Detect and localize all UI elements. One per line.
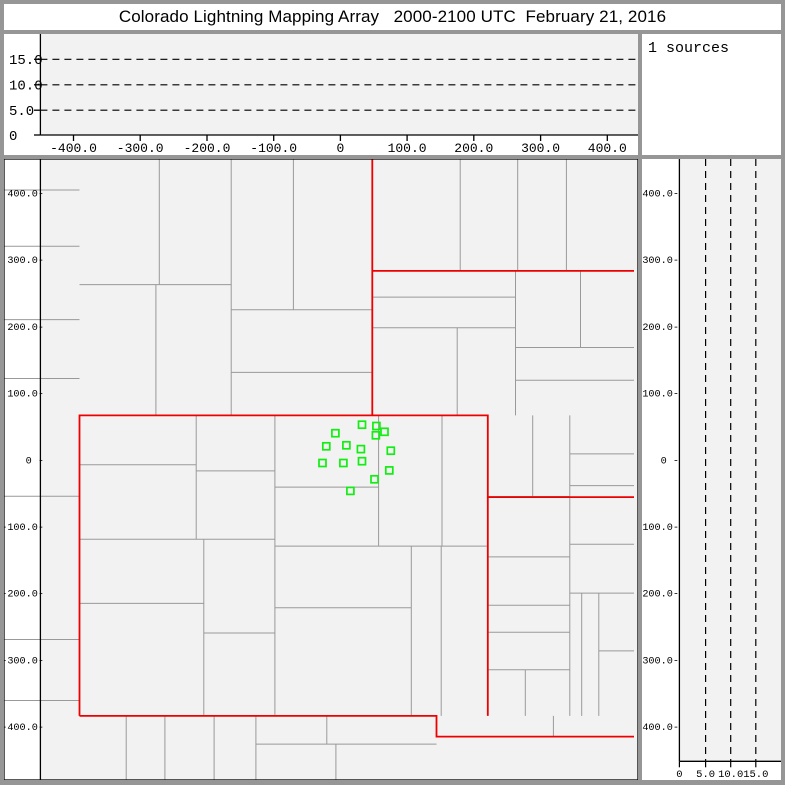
svg-text:-300.0-: -300.0- — [642, 657, 679, 668]
svg-text:5.0: 5.0 — [9, 104, 34, 120]
svg-text:-200.0-: -200.0- — [642, 590, 679, 601]
svg-text:-300.0-: -300.0- — [4, 657, 44, 668]
svg-text:200.0-: 200.0- — [642, 323, 679, 334]
svg-text:15.0: 15.0 — [9, 53, 43, 69]
svg-text:-400.0-: -400.0- — [4, 723, 44, 734]
svg-text:100.0: 100.0 — [388, 141, 427, 156]
svg-text:0 -: 0 - — [26, 456, 44, 467]
svg-text:-100.0-: -100.0- — [642, 523, 679, 534]
svg-text:200.0-: 200.0- — [7, 323, 44, 334]
svg-text:200.0: 200.0 — [454, 141, 493, 156]
svg-text:-400.0: -400.0 — [50, 141, 97, 156]
svg-text:15.0: 15.0 — [743, 769, 768, 780]
svg-text:-300.0: -300.0 — [117, 141, 164, 156]
svg-text:400.0-: 400.0- — [7, 190, 44, 201]
svg-text:10.0: 10.0 — [9, 79, 43, 95]
svg-text:0: 0 — [9, 129, 17, 145]
svg-text:0 -: 0 - — [661, 456, 679, 467]
svg-text:-100.0-: -100.0- — [4, 523, 44, 534]
svg-text:10.0: 10.0 — [718, 769, 743, 780]
svg-text:400.0-: 400.0- — [642, 190, 679, 201]
svg-text:-400.0-: -400.0- — [642, 723, 679, 734]
svg-text:300.0-: 300.0- — [642, 256, 679, 267]
svg-text:300.0-: 300.0- — [7, 256, 44, 267]
svg-text:100.0-: 100.0- — [642, 390, 679, 401]
svg-text:400.0: 400.0 — [588, 141, 627, 156]
svg-text:0: 0 — [676, 769, 682, 780]
svg-text:-200.0: -200.0 — [184, 141, 231, 156]
svg-text:5.0: 5.0 — [696, 769, 715, 780]
svg-text:-200.0-: -200.0- — [4, 590, 44, 601]
svg-text:300.0: 300.0 — [521, 141, 560, 156]
svg-text:100.0-: 100.0- — [7, 390, 44, 401]
svg-text:-100.0: -100.0 — [250, 141, 297, 156]
svg-text:0: 0 — [336, 141, 344, 156]
